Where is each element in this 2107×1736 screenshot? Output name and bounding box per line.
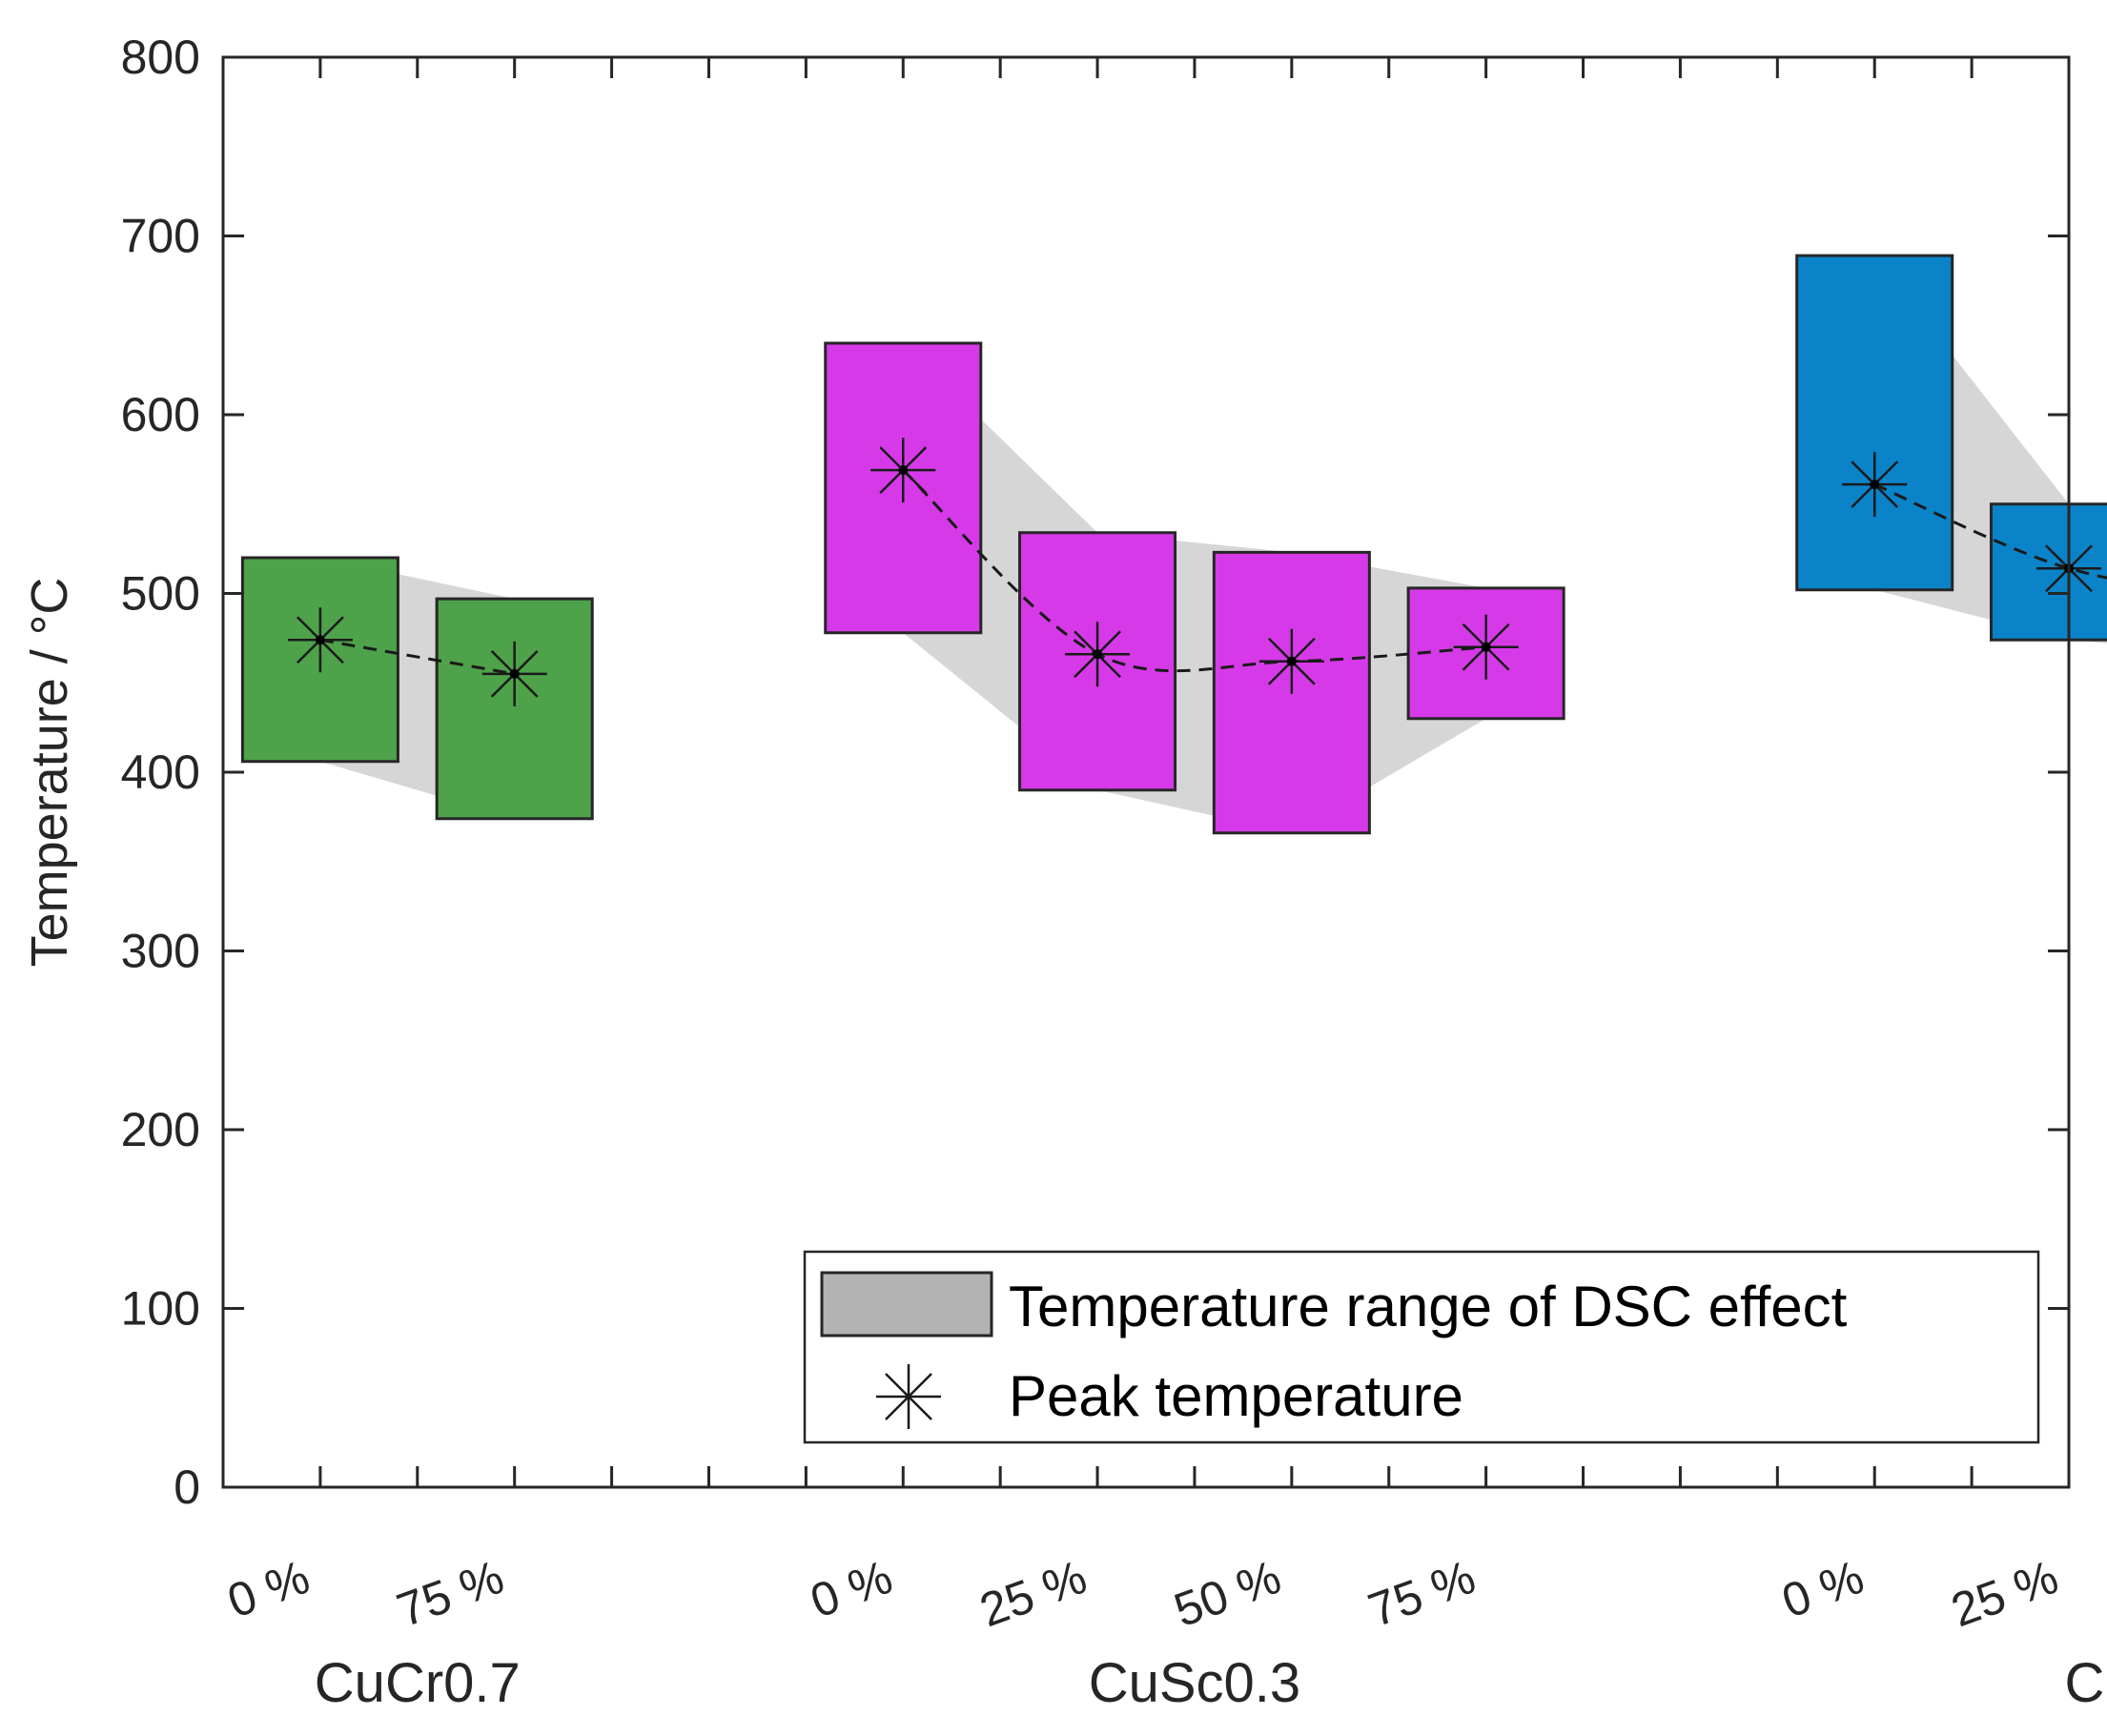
legend-star <box>876 1364 941 1429</box>
y-tick-label: 200 <box>121 1103 200 1156</box>
legend-label-range: Temperature range of DSC effect <box>1009 1275 1848 1338</box>
y-tick-label: 400 <box>121 745 200 799</box>
peak-marker-dot <box>898 465 909 476</box>
x-tick-label: 25 % <box>973 1550 1094 1638</box>
x-tick-label: 25 % <box>1945 1550 2065 1638</box>
y-tick-labels: 0 100 200 300 400 500 600 700 800 <box>121 31 200 1514</box>
peak-lines <box>319 469 2107 676</box>
range-bars <box>240 254 2107 835</box>
range-bar <box>1795 254 1954 592</box>
y-tick-label: 800 <box>121 31 200 84</box>
axis-ticks <box>223 55 2069 1489</box>
x-tick-labels: 0 %75 %0 %25 %50 %75 %0 %25 %50 %75 % <box>221 1550 2065 1638</box>
legend-label-peak: Peak temperature <box>1009 1364 1463 1428</box>
peak-marker-dot <box>1481 642 1491 652</box>
peak-line <box>1873 482 2107 580</box>
x-tick-label: 50 % <box>1167 1550 1287 1638</box>
group-label: CuSc0.3 <box>1089 1652 1300 1714</box>
star-stroke <box>885 1373 932 1420</box>
legend-marker-peak <box>876 1364 941 1429</box>
y-tick-label: 600 <box>121 388 200 441</box>
y-tick-label: 500 <box>121 567 200 621</box>
y-tick-label: 100 <box>121 1282 200 1336</box>
x-tick-label: 0 % <box>221 1550 317 1628</box>
peak-marker-dot <box>509 668 520 679</box>
x-tick-label: 75 % <box>390 1550 510 1638</box>
range-bar <box>1989 502 2107 642</box>
range-bar <box>435 597 594 821</box>
y-tick-label: 700 <box>121 210 200 263</box>
legend-swatch-range <box>820 1271 993 1338</box>
group-label: CuHf0.7 <box>2065 1652 2107 1714</box>
legend-frame <box>803 1250 2040 1444</box>
peak-marker-dot <box>1870 480 1880 490</box>
x-tick-label: 0 % <box>1775 1550 1871 1628</box>
group-labels: CuCr0.7 CuSc0.3 CuHf0.7 <box>315 1652 2107 1714</box>
y-tick-label: 300 <box>121 925 200 978</box>
y-tick-label: 0 <box>174 1460 200 1514</box>
legend: Temperature range of DSC effect Peak tem… <box>803 1250 2040 1444</box>
group-label: CuCr0.7 <box>315 1652 521 1714</box>
peak-line <box>902 469 1486 673</box>
y-axis-title: Temperature / °C <box>21 578 78 968</box>
peak-line <box>319 638 515 676</box>
x-tick-label: 0 % <box>804 1550 899 1628</box>
peak-marker-dot <box>315 635 325 645</box>
x-tick-label: 75 % <box>1361 1550 1482 1638</box>
peak-marker-dot <box>1286 656 1297 666</box>
peak-marker-dot <box>1093 649 1103 660</box>
